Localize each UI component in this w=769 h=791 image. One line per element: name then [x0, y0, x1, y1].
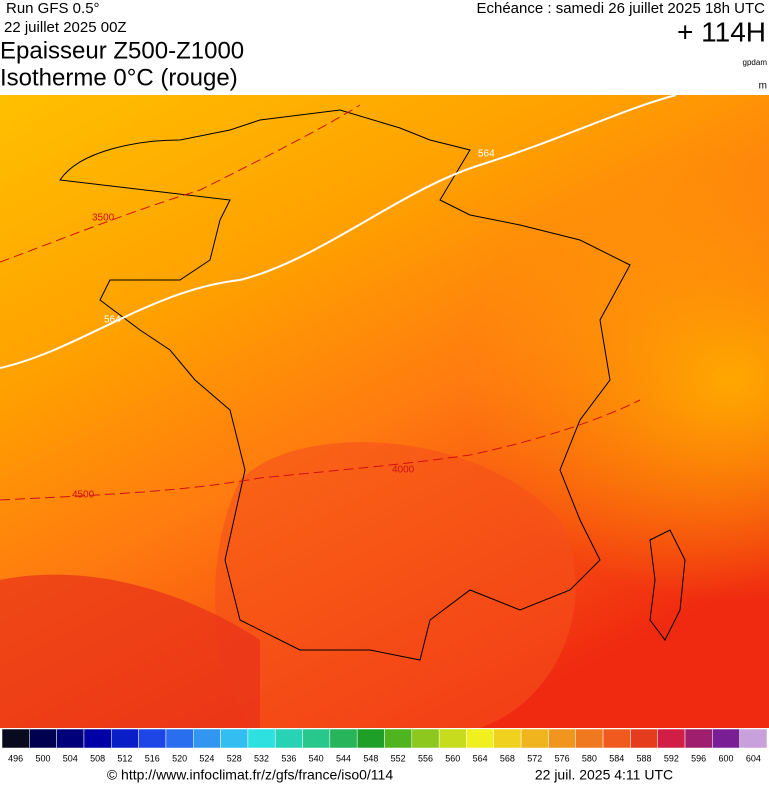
scale-label: 516	[145, 753, 160, 763]
scale-swatch	[712, 728, 740, 749]
run-label: Run GFS 0.5°	[6, 0, 100, 17]
scale-swatch	[739, 728, 768, 749]
title: Epaisseur Z500-Z1000	[0, 37, 244, 64]
isotherm-label: 3500	[92, 213, 115, 224]
run-date: 22 juillet 2025 00Z	[4, 19, 127, 36]
corsica-outline	[649, 529, 686, 641]
forecast-horizon: + 114H	[677, 16, 766, 47]
scale-label: 596	[691, 753, 706, 763]
scale-swatch	[411, 728, 440, 749]
scale-label: 592	[664, 753, 679, 763]
scale-swatch	[111, 728, 139, 749]
scale-swatch	[630, 728, 658, 749]
scale-label: 584	[609, 753, 624, 763]
unit-label: m	[759, 81, 767, 92]
scale-swatch	[247, 728, 276, 749]
scale-swatch	[274, 728, 303, 749]
scale-label: 572	[527, 753, 542, 763]
thickness-contour	[0, 94, 677, 369]
scale-label: 556	[418, 753, 433, 763]
scale-label: 580	[582, 753, 597, 763]
color-scale: 496 500 504 508 512 516 520 524 528 532 536 540 544 5…	[1, 728, 768, 763]
timestamp: 22 juil. 2025 4:11 UTC	[535, 767, 673, 783]
scale-label: 604	[746, 753, 761, 763]
scale-swatch	[493, 728, 522, 749]
scale-label: 568	[500, 753, 515, 763]
scale-swatch	[83, 728, 112, 749]
scale-label: 540	[309, 753, 324, 763]
scale-swatch	[438, 728, 467, 749]
scale-label: 548	[363, 753, 378, 763]
scale-label: 544	[336, 753, 351, 763]
isotherm-label: 4000	[392, 465, 415, 476]
scale-swatch	[575, 728, 604, 749]
scale-label: 552	[391, 753, 406, 763]
scale-swatch	[548, 728, 577, 749]
scale-swatch	[602, 728, 631, 749]
scale-swatch	[302, 728, 331, 749]
scale-swatch	[165, 728, 194, 749]
scale-label: 508	[90, 753, 105, 763]
scale-label: 576	[555, 753, 570, 763]
scale-label: 600	[719, 753, 734, 763]
scale-swatch	[56, 728, 85, 749]
scale-label: 504	[63, 753, 78, 763]
subtitle: Isotherme 0°C (rouge)	[0, 64, 238, 91]
warm-area	[0, 574, 260, 728]
scale-swatch	[220, 728, 249, 749]
scale-label: 500	[35, 753, 50, 763]
map: 564 564 3500 4500 4000	[0, 94, 769, 728]
scale-swatch	[1, 728, 30, 749]
isotherm	[0, 399, 641, 501]
warm-area	[215, 442, 576, 728]
scale-swatch	[29, 728, 57, 749]
contour-label: 564	[104, 315, 121, 326]
scale-label: 532	[254, 753, 269, 763]
scale-swatch	[657, 728, 686, 749]
scale-label: 512	[117, 753, 132, 763]
scale-swatch	[329, 728, 358, 749]
coastline	[59, 109, 631, 661]
scale-label: 496	[8, 753, 23, 763]
scale-label: 520	[172, 753, 187, 763]
scale-swatch	[356, 728, 385, 749]
scale-swatch	[193, 728, 221, 749]
scale-label: 528	[227, 753, 242, 763]
forecast-time: Echéance : samedi 26 juillet 2025 18h UT…	[476, 0, 765, 17]
scale-label: 588	[637, 753, 652, 763]
isotherm	[0, 104, 361, 263]
scale-label: 560	[445, 753, 460, 763]
scale-swatch	[138, 728, 167, 749]
source-url: © http://www.infoclimat.fr/z/gfs/france/…	[107, 767, 393, 783]
scale-swatch	[384, 728, 413, 749]
scale-label: 564	[473, 753, 488, 763]
scale-swatch	[520, 728, 549, 749]
scale-label: 536	[281, 753, 296, 763]
scale-swatch	[466, 728, 495, 749]
scale-label: 524	[199, 753, 214, 763]
isotherm-label: 4500	[72, 490, 95, 501]
scale-swatch	[684, 728, 713, 749]
contour-label: 564	[478, 149, 495, 160]
unit-label: gpdam	[743, 58, 768, 67]
